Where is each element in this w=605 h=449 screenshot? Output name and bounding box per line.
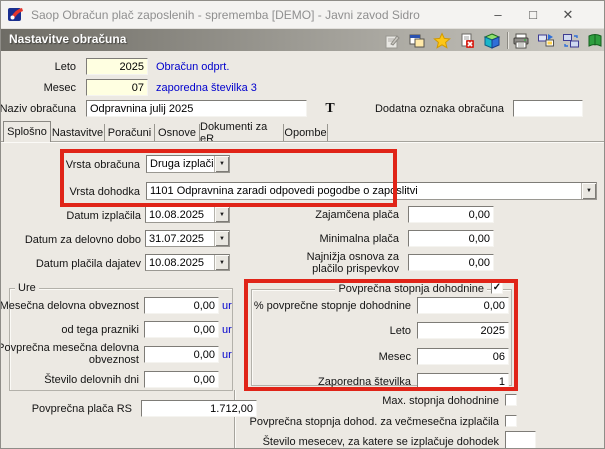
tab-opombe[interactable]: Opombe (284, 124, 328, 141)
naziv-label: Naziv obračuna (0, 103, 76, 115)
print-icon[interactable] (511, 31, 531, 50)
datum-dajatve-label: Datum plačila dajatev (35, 258, 141, 270)
help-book-icon[interactable] (585, 31, 604, 50)
stopnja-leto-input[interactable]: 2025 (417, 322, 509, 339)
stopnja-mesec-input[interactable]: 06 (417, 348, 509, 365)
vecmesecna-izplacila-checkbox[interactable] (505, 415, 517, 427)
organize-icon[interactable] (407, 31, 427, 50)
povprecna-placa-rs-label: Povprečna plača RS (31, 403, 132, 415)
odstotek-stopnje-label: % povprečne stopnje dohodnine (253, 300, 411, 312)
send-data-icon[interactable] (536, 31, 556, 50)
tab-splosno[interactable]: Splošno (3, 121, 51, 142)
datum-dajatve-dropdown[interactable]: 10.08.2025 ▼ (145, 254, 230, 271)
panel-title: Nastavitve obračuna (9, 32, 127, 46)
datum-dajatve-value: 10.08.2025 (149, 256, 205, 269)
povprecna-stopnja-group-title: Povprečna stopnja dohodnine (335, 283, 487, 295)
najnizja-osnova-label-line1: Najnižja osnova za (306, 251, 399, 263)
title-bar: Saop Obračun plač zaposlenih - sprememba… (1, 1, 604, 29)
povprecna-obveznost-unit: ur (222, 349, 232, 361)
tab-content-border (1, 141, 604, 143)
povprecna-obveznost-input[interactable]: 0,00 (144, 346, 219, 363)
leto-input[interactable]: 2025 (86, 58, 148, 75)
zaporedna-stevilka-input[interactable]: 1 (417, 373, 509, 390)
mesecna-obveznost-input[interactable]: 0,00 (144, 297, 219, 314)
datum-izplacila-value: 10.08.2025 (149, 208, 205, 221)
window-title: Saop Obračun plač zaposlenih - sprememba… (31, 8, 420, 22)
sync-computers-icon[interactable] (561, 31, 581, 50)
odstotek-stopnje-input[interactable]: 0,00 (417, 297, 509, 314)
naziv-input[interactable]: Odpravnina julij 2025 (86, 100, 307, 117)
mesecna-obveznost-unit: ur (222, 300, 232, 312)
stevilo-mesecev-input[interactable] (505, 431, 536, 448)
datum-delovna-doba-label: Datum za delovno dobo (24, 234, 141, 246)
tab-nastavitve[interactable]: Nastavitve (51, 124, 105, 141)
stopnja-leto-label: Leto (389, 325, 411, 337)
tab-osnove[interactable]: Osnove (155, 124, 200, 141)
povprecna-stopnja-checkbox[interactable]: ✓ (491, 282, 503, 294)
tab-poracuni[interactable]: Poračuni (105, 124, 155, 141)
leto-label: Leto (54, 61, 76, 73)
najnizja-osnova-input[interactable]: 0,00 (408, 254, 494, 271)
zajamcena-placa-label: Zajamčena plača (315, 209, 399, 221)
cube-icon[interactable] (482, 31, 502, 50)
dropdown-arrow-icon[interactable]: ▼ (214, 156, 229, 172)
dropdown-arrow-icon[interactable]: ▼ (581, 183, 596, 199)
max-stopnja-label: Max. stopnja dohodnine (382, 395, 499, 407)
minimize-button[interactable]: – (494, 7, 502, 22)
povprecna-obveznost-label-line2: obveznost (88, 354, 139, 366)
tab-dokumenti-za-er[interactable]: Dokumenti za eR (200, 121, 284, 145)
prazniki-input[interactable]: 0,00 (144, 321, 219, 338)
povprecna-obveznost-label-line1: Povprečna mesečna delovna (0, 342, 139, 354)
dodatna-input[interactable] (513, 100, 583, 117)
toolbar-divider (507, 32, 508, 49)
favorites-star-icon[interactable] (432, 31, 452, 50)
najnizja-osnova-label-line2: plačilo prispevkov (312, 263, 399, 275)
vrsta-dohodka-dropdown[interactable]: 1101 Odpravnina zaradi odpovedi pogodbe … (146, 182, 597, 200)
dropdown-arrow-icon[interactable]: ▼ (214, 231, 229, 246)
zajamcena-placa-input[interactable]: 0,00 (408, 206, 494, 223)
datum-delovna-doba-value: 31.07.2025 (149, 232, 205, 245)
delovni-dni-label: Število delovnih dni (44, 374, 139, 386)
mesecna-obveznost-label: Mesečna delovna obveznost (0, 300, 139, 312)
minimalna-placa-label: Minimalna plača (319, 233, 399, 245)
prazniki-label: od tega prazniki (61, 324, 139, 336)
datum-delovna-doba-dropdown[interactable]: 31.07.2025 ▼ (145, 230, 230, 247)
datum-izplacila-dropdown[interactable]: 10.08.2025 ▼ (145, 206, 230, 223)
minimalna-placa-input[interactable]: 0,00 (408, 230, 494, 247)
vertical-separator (234, 390, 236, 448)
maximize-button[interactable]: □ (529, 7, 537, 22)
vrsta-dohodka-label: Vrsta dohodka (69, 186, 140, 198)
vrsta-obracuna-value: Druga izplačila (150, 158, 214, 170)
dropdown-arrow-icon[interactable]: ▼ (214, 255, 229, 270)
leto-status: Obračun odprt. (156, 61, 230, 73)
dropdown-arrow-icon[interactable]: ▼ (214, 207, 229, 222)
close-button[interactable]: ✕ (562, 7, 574, 22)
zaporedna-stevilka-label: Zaporedna številka (318, 376, 411, 388)
dodatna-label: Dodatna oznaka obračuna (374, 103, 504, 115)
povprecna-placa-rs-input[interactable]: 1.712,00 (141, 400, 257, 417)
ure-group-title: Ure (15, 282, 39, 294)
stevilo-mesecev-label: Število mesecev, za katere se izplačuje … (262, 436, 499, 448)
vrsta-dohodka-value: 1101 Odpravnina zaradi odpovedi pogodbe … (150, 185, 418, 197)
mesec-label: Mesec (43, 82, 76, 94)
vecmesecna-izplacila-label: Povprečna stopnja dohod. za večmesečna i… (249, 416, 499, 428)
delovni-dni-input[interactable]: 0,00 (144, 371, 219, 388)
app-icon (8, 6, 24, 22)
delete-record-icon[interactable] (457, 31, 477, 50)
ure-group (9, 288, 233, 391)
edit-icon[interactable] (382, 31, 402, 50)
datum-izplacila-label: Datum izplačila (66, 210, 141, 222)
mesec-input[interactable]: 07 (86, 79, 148, 96)
prazniki-unit: ur (222, 324, 232, 336)
font-button[interactable]: T (325, 101, 335, 116)
vrsta-obracuna-dropdown[interactable]: Druga izplačila ▼ (146, 155, 230, 173)
vrsta-obracuna-label: Vrsta obračuna (65, 159, 140, 171)
stopnja-mesec-label: Mesec (378, 351, 411, 363)
mesec-status: zaporedna številka 3 (156, 82, 257, 94)
max-stopnja-checkbox[interactable] (505, 394, 517, 406)
panel-header: Nastavitve obračuna (1, 29, 604, 51)
